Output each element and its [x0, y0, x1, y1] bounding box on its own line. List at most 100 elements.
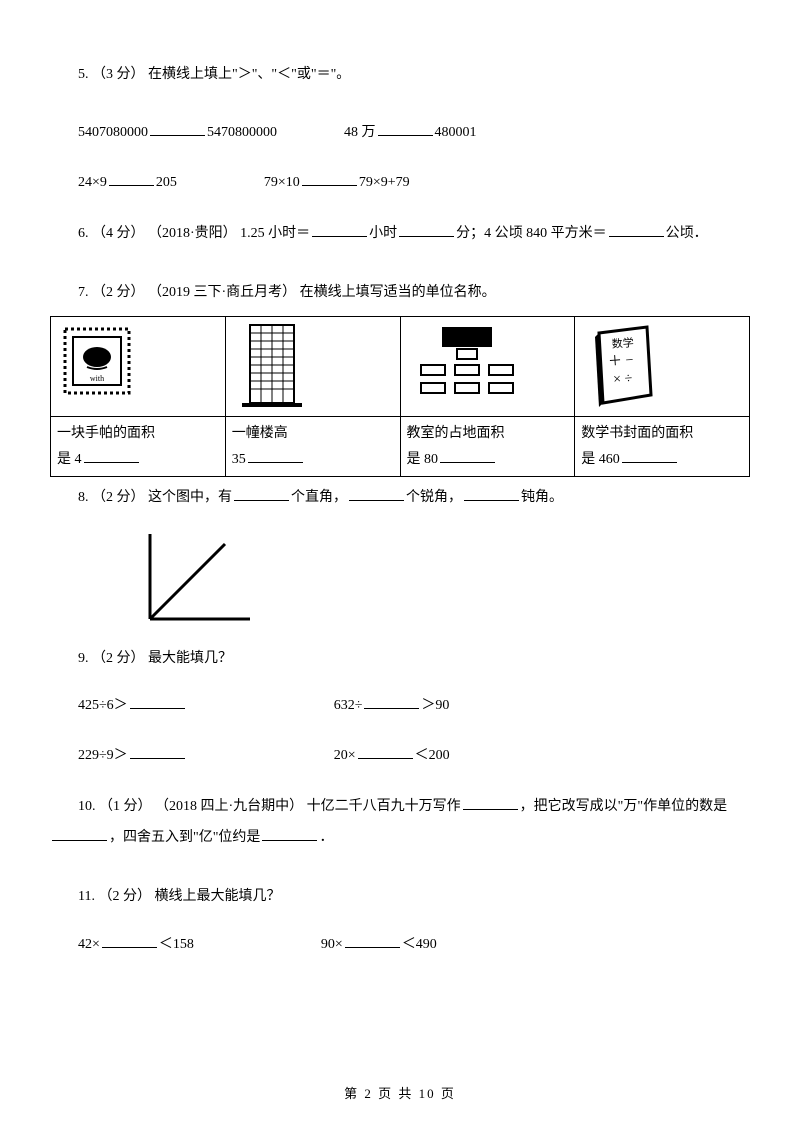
- q11-text: 11. （2 分） 横线上最大能填几？: [78, 889, 280, 904]
- q8-b: 个锐角，: [406, 490, 462, 505]
- blank: [312, 223, 367, 237]
- cell-line1: 教室的占地面积: [407, 426, 505, 441]
- cell-stamp-img: with: [51, 317, 226, 417]
- q7-text: 7. （2 分） （2019 三下·商丘月考） 在横线上填写适当的单位名称。: [78, 285, 496, 300]
- blank: [130, 745, 185, 759]
- building-icon: [232, 321, 312, 409]
- stamp-icon: with: [57, 321, 137, 401]
- classroom-icon: [407, 321, 527, 401]
- blank: [262, 827, 317, 841]
- cell-text-1: 一幢楼高 35: [225, 417, 400, 476]
- q5-row2: 24×9 205 79×10 79×9+79: [50, 169, 750, 197]
- q9-r2b-right: ＜200: [415, 748, 450, 763]
- blank: [302, 172, 357, 186]
- book-icon: 数学 ＋ − × ÷: [581, 321, 661, 409]
- q9-text: 9. （2 分） 最大能填几？: [78, 651, 232, 666]
- q10-prefix: 10. （1 分） （2018 四上·九台期中） 十亿二千八百九十万写作: [78, 799, 461, 814]
- q9-row2: 229÷9＞ 20× ＜200: [50, 742, 750, 770]
- blank: [622, 449, 677, 463]
- q9-row1: 425÷6＞ 632÷ ＞90: [50, 692, 750, 720]
- q5-r1a-left: 5407080000: [78, 125, 148, 140]
- blank: [364, 695, 419, 709]
- blank: [102, 934, 157, 948]
- cell-line2-pre: 是 4: [57, 452, 82, 467]
- cell-line1: 数学书封面的面积: [581, 426, 693, 441]
- svg-text:with: with: [90, 374, 104, 383]
- blank: [609, 223, 664, 237]
- q8-prefix: 8. （2 分） 这个图中，有: [78, 490, 232, 505]
- q8-a: 个直角，: [291, 490, 347, 505]
- q6-prefix: 6. （4 分） （2018·贵阳） 1.25 小时＝: [78, 226, 310, 241]
- blank: [463, 796, 518, 810]
- q10-mid1: ，把它改写成以"万"作单位的数是: [520, 799, 727, 814]
- blank: [109, 172, 154, 186]
- cell-line2-pre: 是 460: [581, 452, 620, 467]
- question-6: 6. （4 分） （2018·贵阳） 1.25 小时＝ 小时 分；4 公顷 840 …: [50, 219, 750, 250]
- blank: [399, 223, 454, 237]
- cell-line1: 一幢楼高: [232, 426, 288, 441]
- cell-line2-pre: 35: [232, 452, 246, 467]
- svg-text:× ÷: × ÷: [613, 372, 633, 388]
- blank: [345, 934, 400, 948]
- blank: [440, 449, 495, 463]
- table-row: with: [51, 317, 750, 417]
- blank: [464, 487, 519, 501]
- blank: [130, 695, 185, 709]
- blank: [84, 449, 139, 463]
- q6-suffix: 公顷．: [666, 226, 708, 241]
- q10-mid2: ，四舍五入到"亿"位约是: [109, 830, 260, 845]
- q11-r1a-left: 42×: [78, 937, 100, 952]
- cell-text-3: 数学书封面的面积 是 460: [575, 417, 750, 476]
- cell-classroom-img: [400, 317, 575, 417]
- svg-text:＋ −: ＋ −: [608, 354, 634, 371]
- q9-r2b-left: 20×: [334, 748, 356, 763]
- footer-text: 第 2 页 共 10 页: [344, 1086, 456, 1101]
- question-7: 7. （2 分） （2019 三下·商丘月考） 在横线上填写适当的单位名称。: [50, 278, 750, 309]
- unit-table: with: [50, 316, 750, 476]
- q9-r1a: 425÷6＞: [78, 698, 128, 713]
- cell-line2-pre: 是 80: [407, 452, 439, 467]
- q5-text: 5. （3 分） 在横线上填上"＞"、"＜"或"＝"。: [78, 67, 350, 82]
- q11-r1b-right: ＜490: [402, 937, 437, 952]
- blank: [358, 745, 413, 759]
- angle-figure: [120, 524, 270, 634]
- q11-r1b-left: 90×: [321, 937, 343, 952]
- blank: [150, 122, 205, 136]
- cell-book-img: 数学 ＋ − × ÷: [575, 317, 750, 417]
- q9-r2a: 229÷9＞: [78, 748, 128, 763]
- question-11: 11. （2 分） 横线上最大能填几？: [50, 882, 750, 913]
- q5-r2a-right: 205: [156, 175, 177, 190]
- angle-icon: [120, 524, 270, 634]
- q5-r1b-left: 48 万: [344, 125, 376, 140]
- q6-mid2: 分；4 公顷 840 平方米＝: [456, 226, 607, 241]
- svg-text:数学: 数学: [612, 336, 635, 352]
- q9-r1b-left: 632÷: [334, 698, 363, 713]
- blank: [349, 487, 404, 501]
- q5-r2b-left: 79×10: [264, 175, 300, 190]
- question-10: 10. （1 分） （2018 四上·九台期中） 十亿二千八百九十万写作 ，把它改…: [50, 792, 750, 854]
- q6-mid1: 小时: [369, 226, 397, 241]
- q5-r1a-right: 5470800000: [207, 125, 277, 140]
- blank: [248, 449, 303, 463]
- q5-r2b-right: 79×9+79: [359, 175, 410, 190]
- q9-r1b-right: ＞90: [421, 698, 449, 713]
- cell-text-0: 一块手帕的面积 是 4: [51, 417, 226, 476]
- q11-row1: 42× ＜158 90× ＜490: [50, 931, 750, 959]
- q8-c: 钝角。: [521, 490, 563, 505]
- blank: [378, 122, 433, 136]
- question-8: 8. （2 分） 这个图中，有 个直角， 个锐角， 钝角。: [50, 483, 750, 514]
- q5-row1: 5407080000 5470800000 48 万 480001: [50, 119, 750, 147]
- q11-r1a-right: ＜158: [159, 937, 194, 952]
- question-5: 5. （3 分） 在横线上填上"＞"、"＜"或"＝"。: [50, 60, 750, 91]
- blank: [234, 487, 289, 501]
- table-row: 一块手帕的面积 是 4 一幢楼高 35 教室的占地面积 是 80 数学书封面的面…: [51, 417, 750, 476]
- blank: [52, 827, 107, 841]
- q5-r1b-right: 480001: [435, 125, 477, 140]
- cell-text-2: 教室的占地面积 是 80: [400, 417, 575, 476]
- cell-line1: 一块手帕的面积: [57, 426, 155, 441]
- page-footer: 第 2 页 共 10 页: [0, 1083, 800, 1102]
- q10-suffix: ．: [319, 830, 333, 845]
- q5-r2a-left: 24×9: [78, 175, 107, 190]
- question-9: 9. （2 分） 最大能填几？: [50, 644, 750, 675]
- cell-building-img: [225, 317, 400, 417]
